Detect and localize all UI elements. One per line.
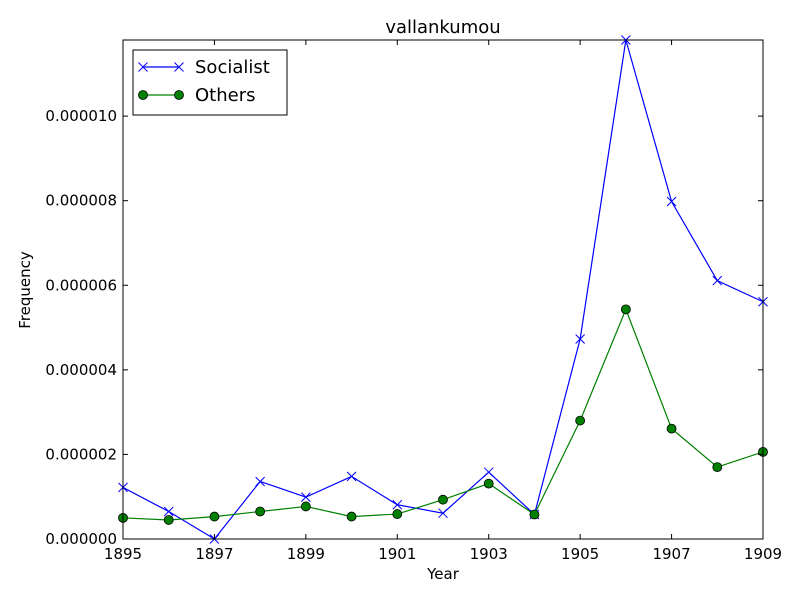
data-point-others-1902 [438, 494, 448, 505]
legend-label: Socialist [195, 57, 270, 78]
legend-label: Others [195, 85, 256, 106]
marker-stroke [346, 471, 357, 482]
data-point-socialist-1905 [575, 334, 585, 344]
data-point-socialist-1898 [255, 476, 265, 487]
x-tick-label: 1907 [652, 545, 690, 563]
data-point-others-1905 [575, 415, 586, 426]
y-tick-label: 0.000010 [45, 107, 117, 125]
x-tick-label: 1903 [470, 545, 508, 563]
plot-area: 1895 1897 1899 1901 1903 1905 1907 1909 0.000000… [45, 35, 782, 563]
legend-box [132, 49, 288, 116]
marker-stroke [712, 275, 723, 286]
marker-stroke [438, 508, 448, 519]
plot-frame [122, 39, 764, 540]
data-point-socialist-1901 [392, 499, 403, 510]
legend-item-socialist: Socialist [138, 57, 270, 78]
data-point-socialist-1900 [346, 471, 357, 482]
marker-stroke [138, 62, 148, 72]
x-tick-label: 1899 [287, 545, 325, 563]
data-point-others-1896 [163, 515, 174, 525]
marker-stroke [163, 506, 174, 517]
x-tick-label: 1895 [104, 545, 142, 563]
legend-marker [174, 62, 184, 72]
legend-marker [138, 62, 148, 72]
data-point-others-1900 [346, 511, 357, 522]
chart-title: vallankumou [385, 17, 500, 38]
data-point-socialist-1903 [483, 467, 494, 478]
data-point-socialist-1899 [301, 492, 311, 502]
y-tick-label: 0.000008 [45, 192, 117, 210]
y-tick-label: 0.000004 [45, 361, 117, 379]
marker-stroke [255, 476, 265, 487]
y-axis-title: Frequency [16, 251, 34, 329]
marker-stroke [483, 467, 494, 478]
data-point-others-1907 [666, 423, 677, 434]
legend: Socialist Others [132, 49, 288, 116]
marker-stroke [174, 62, 184, 72]
legend-item-others: Others [138, 85, 256, 106]
data-point-socialist-1908 [712, 275, 723, 286]
legend-marker [174, 90, 184, 100]
y-tick-label: 0.000000 [45, 530, 117, 548]
x-tick-label: 1901 [378, 545, 416, 563]
data-point-others-1903 [483, 478, 494, 489]
data-point-others-1908 [712, 462, 723, 473]
legend-marker [138, 90, 148, 100]
data-point-others-1897 [209, 511, 220, 522]
data-point-socialist-1907 [666, 196, 677, 207]
y-tick-label: 0.000006 [45, 276, 117, 294]
data-point-others-1901 [392, 509, 403, 519]
marker-stroke [301, 492, 311, 502]
data-point-others-1904 [529, 509, 540, 520]
x-axis-title: Year [426, 565, 460, 583]
marker-stroke [666, 196, 677, 207]
marker-stroke [575, 334, 585, 344]
data-point-others-1906 [620, 304, 631, 315]
x-tick-label: 1905 [561, 545, 599, 563]
x-tick-label: 1897 [195, 545, 233, 563]
y-tick-label: 0.000002 [45, 445, 117, 463]
data-point-others-1898 [255, 506, 266, 517]
marker-stroke [392, 499, 403, 510]
data-point-socialist-1902 [438, 508, 448, 519]
data-point-socialist-1896 [163, 506, 174, 517]
x-tick-label: 1909 [744, 545, 782, 563]
data-point-others-1899 [300, 501, 311, 512]
